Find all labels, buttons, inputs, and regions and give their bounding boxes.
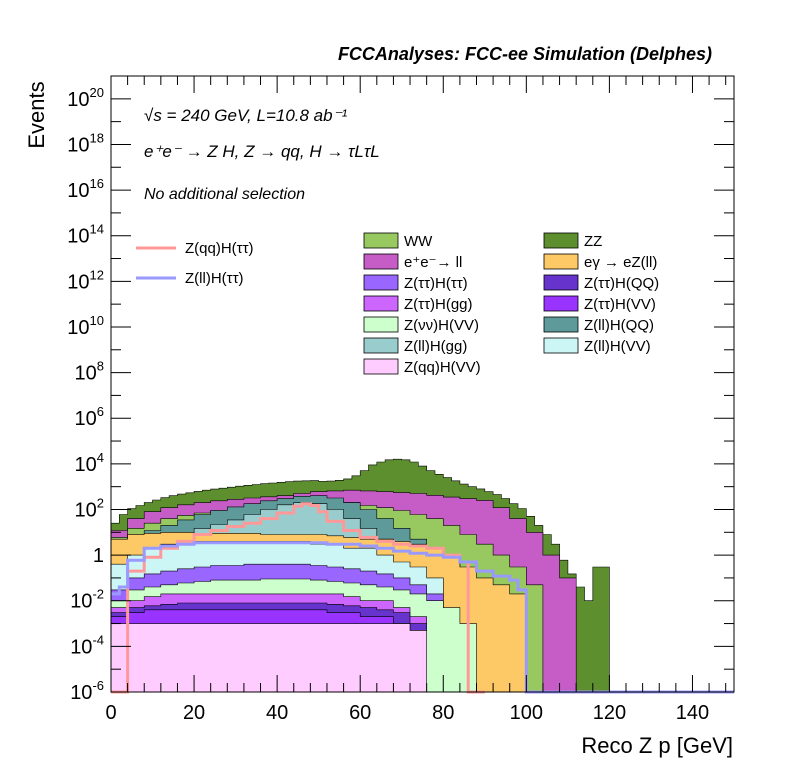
x-tick-label: 80 — [432, 702, 454, 724]
legend-label: Z(ll)H(VV) — [584, 338, 651, 355]
x-tick-label: 120 — [593, 702, 626, 724]
y-tick-label: 10-4 — [70, 632, 104, 658]
legend-label: e⁺e⁻→ ll — [404, 254, 462, 271]
x-tick-label: 40 — [266, 702, 288, 724]
axes: 0 20 40 60 80 100 120 140 10-6 10-4 10-2 1 102 104 106… — [67, 75, 734, 724]
y-tick-label: 1012 — [67, 267, 104, 293]
legend-swatch-z-h — [363, 274, 399, 291]
x-tick-label: 100 — [510, 702, 543, 724]
y-tick-label: 1020 — [67, 85, 104, 111]
y-tick-label: 10-2 — [70, 587, 104, 613]
plot-frame — [110, 75, 735, 693]
legend-swatch-z-h-qq — [543, 274, 579, 291]
y-tick-label: 102 — [75, 495, 104, 521]
stacked-histograms — [110, 458, 610, 693]
annotation-energy: √s = 240 GeV, L=10.8 ab⁻¹ — [144, 106, 348, 125]
y-tick-label: 106 — [75, 404, 104, 430]
legend-swatch-e-ez-ll — [543, 253, 579, 270]
legend-label: Z(ττ)H(ττ) — [404, 275, 468, 292]
legend-swatch-ww — [363, 232, 399, 249]
annotation-process: e⁺e⁻ → Z H, Z → qq, H → τLτL — [144, 142, 380, 161]
x-axis-title: Reco Z p [GeV] — [581, 733, 733, 758]
y-tick-label: 1010 — [67, 313, 104, 339]
x-tick-label: 0 — [105, 702, 116, 724]
legend-label: WW — [404, 233, 433, 250]
legend-swatch-z-qq-h-vv — [363, 358, 399, 375]
y-tick-label: 1014 — [67, 222, 104, 248]
legend-label: Z(qq)H(VV) — [404, 359, 481, 376]
legend-swatch-z-ll-h-qq — [543, 316, 579, 333]
legend-label: Z(ττ)H(VV) — [584, 296, 656, 313]
legend-label: Z(qq)H(ττ) — [185, 240, 254, 257]
y-tick-label: 1018 — [67, 130, 104, 156]
y-tick-label: 1016 — [67, 176, 104, 202]
legend-label: Z(ll)H(gg) — [404, 338, 467, 355]
x-tick-label: 20 — [183, 702, 205, 724]
chart-title: FCCAnalyses: FCC-ee Simulation (Delphes) — [338, 44, 712, 64]
y-tick-label: 1 — [93, 545, 104, 567]
overlay-lines — [111, 502, 734, 694]
y-tick-label: 108 — [75, 359, 104, 385]
legend-swatch-z-h-gg — [363, 295, 399, 312]
legend-label: Z(ττ)H(QQ) — [584, 275, 659, 292]
legend-swatch-z-ll-h-gg — [363, 337, 399, 354]
legend-swatch-zz — [543, 232, 579, 249]
x-tick-label: 60 — [349, 702, 371, 724]
legend-swatch-z-h-vv — [363, 316, 399, 333]
legend-label: Z(ττ)H(gg) — [404, 296, 473, 313]
legend-label: Z(ll)H(QQ) — [584, 317, 654, 334]
legend-label: Z(νν)H(VV) — [404, 317, 479, 334]
legend-swatch-z-h-vv — [543, 295, 579, 312]
x-tick-label: 140 — [676, 702, 709, 724]
legend-label: Z(ll)H(ττ) — [185, 270, 244, 287]
legend: Z(qq)H(ττ) Z(ll)H(ττ) WW e⁺e⁻→ ll Z(ττ)H(ττ)… — [136, 232, 659, 376]
y-tick-label: 104 — [75, 450, 104, 476]
legend-swatch-z-ll-h-vv — [543, 337, 579, 354]
line-z-ll-h — [111, 541, 734, 694]
y-axis-title: Events — [24, 81, 49, 148]
y-tick-label: 10-6 — [70, 678, 104, 704]
area-z-qq-h-vv — [110, 623, 427, 693]
legend-swatch-e-e-ll — [363, 253, 399, 270]
legend-label: ZZ — [584, 233, 602, 250]
annotation-selection: No additional selection — [144, 186, 305, 203]
legend-label: eγ → eZ(ll) — [584, 254, 657, 271]
